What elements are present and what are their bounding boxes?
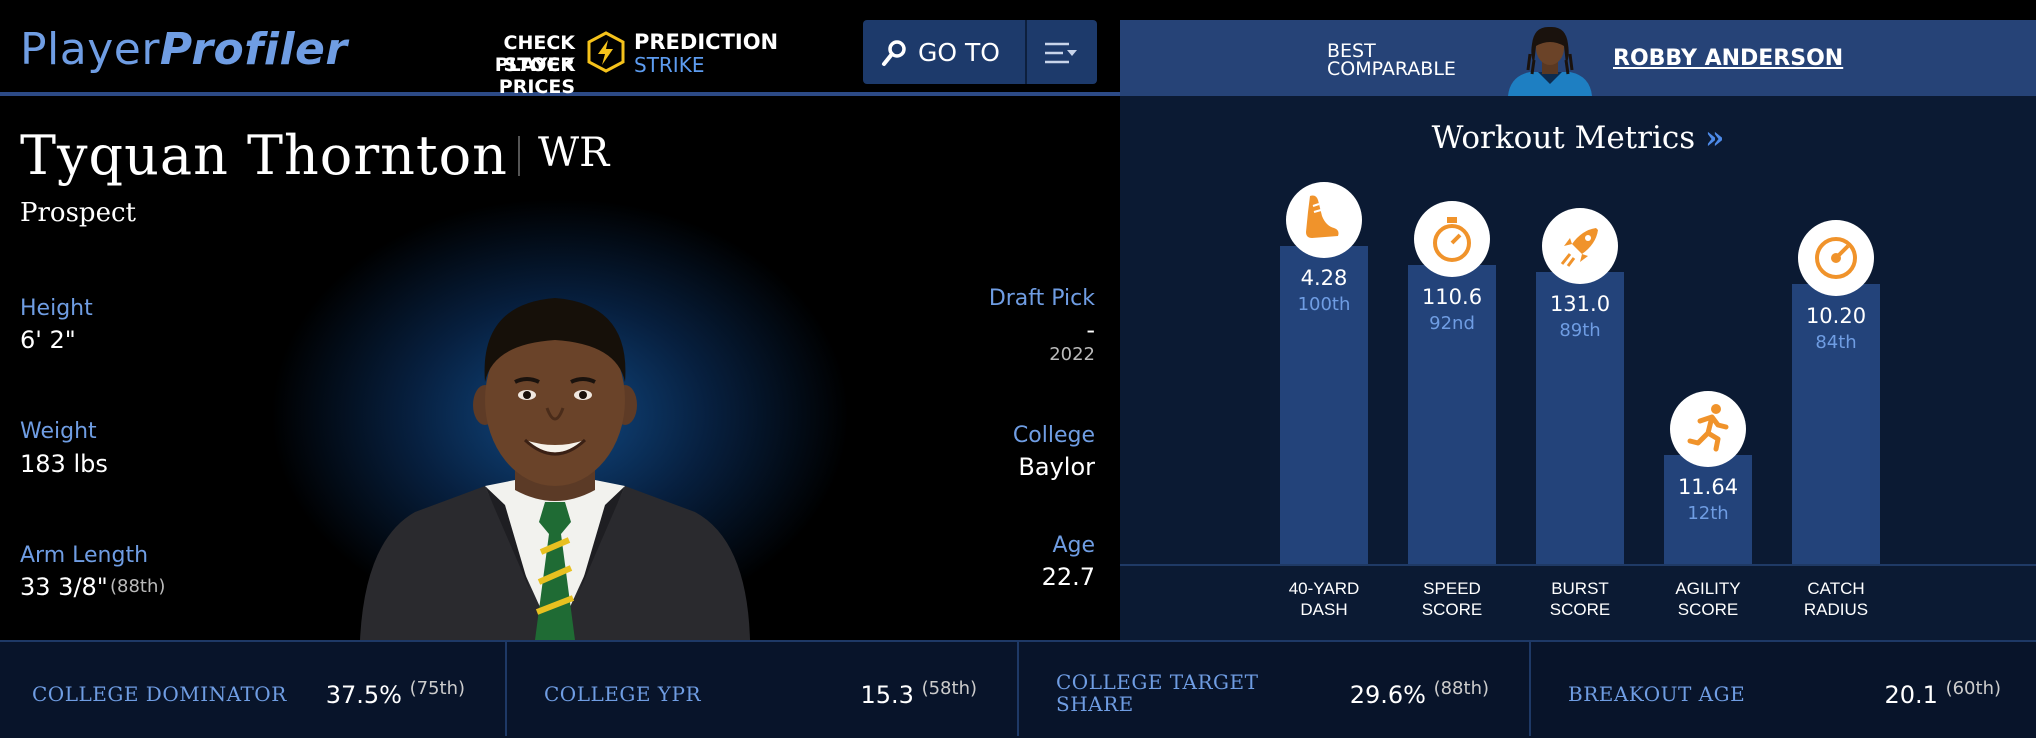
workout-category-label: 40-YARD DASH	[1259, 578, 1389, 620]
stats-divider	[1017, 642, 1019, 736]
stat-percentile: (75th)	[409, 678, 465, 699]
workout-bar[interactable]	[1792, 284, 1880, 564]
rocket-icon	[1542, 208, 1618, 285]
weight-value: 183 lbs	[20, 450, 108, 478]
player-status: Prospect	[20, 198, 136, 228]
height-value: 6' 2"	[20, 326, 76, 354]
stat-number: 37.5%	[325, 681, 402, 709]
logo-part1: Player	[20, 24, 160, 75]
workout-value: 131.0	[1549, 292, 1611, 317]
workout-category-label: CATCH RADIUS	[1771, 578, 1901, 620]
shoe-icon	[1286, 182, 1362, 258]
search-icon	[882, 40, 906, 66]
workout-category-line1: SPEED	[1423, 579, 1481, 598]
runner-icon	[1670, 391, 1746, 468]
arm-length-label: Arm Length	[20, 543, 149, 568]
workout-category-line1: CATCH	[1807, 579, 1865, 598]
workout-bar[interactable]	[1280, 246, 1368, 564]
workout-value: 10.20	[1805, 304, 1867, 329]
workout-value: 110.6	[1421, 285, 1483, 310]
stat-label-college-dominator: COLLEGE DOMINATOR	[32, 682, 287, 706]
stat-value-college-target-share: 29.6% (88th)	[1339, 678, 1489, 709]
stat-label-breakout-age: BREAKOUT AGE	[1568, 682, 1746, 706]
target-icon	[1798, 220, 1874, 297]
workout-percentile: 89th	[1559, 320, 1601, 342]
menu-dropdown-icon	[1045, 42, 1077, 64]
workout-metrics-title-text: Workout Metrics	[1431, 120, 1696, 156]
stat-label-college-ypr: COLLEGE YPR	[544, 682, 702, 706]
stat-value-college-ypr: 15.3 (58th)	[827, 678, 978, 709]
stats-divider	[1529, 642, 1531, 736]
chart-baseline	[1120, 564, 2036, 566]
stat-label-college-target-share-line2: SHARE	[1056, 692, 1134, 716]
stat-label-college-target-share-line1: COLLEGE TARGET	[1056, 670, 1259, 694]
header-divider	[0, 92, 1120, 96]
comparable-label-line1: BEST	[1327, 40, 1376, 62]
workout-percentile: 100th	[1297, 294, 1351, 315]
workout-percentile: 12th	[1687, 503, 1729, 525]
stat-value-breakout-age: 20.1 (60th)	[1851, 678, 2002, 709]
arm-length-value: 33 3/8"	[20, 573, 108, 601]
arm-length-percentile: (88th)	[110, 576, 166, 597]
workout-bar[interactable]	[1664, 455, 1752, 564]
player-name: Tyquan Thornton	[20, 124, 508, 187]
weight-label: Weight	[20, 419, 97, 444]
stat-number: 20.1	[1884, 681, 1938, 709]
workout-bars: 4.28 100th 40-YARD DASH 110.6 92nd SPEED SCORE 1…	[1259, 182, 1901, 620]
stopwatch-icon	[1414, 201, 1490, 278]
workout-bar[interactable]	[1408, 265, 1496, 564]
comparable-player-link[interactable]: ROBBY ANDERSON	[1613, 46, 1844, 71]
player-position: WR	[538, 130, 610, 176]
workout-percentile: 84th	[1815, 332, 1857, 354]
draft-pick-label: Draft Pick	[988, 286, 1095, 311]
comparable-label-line2: COMPARABLE	[1327, 58, 1456, 80]
name-divider	[518, 136, 520, 176]
promo-brand-line2[interactable]: STRIKE	[634, 53, 705, 77]
promo-text-line1[interactable]: CHECK PLAYER	[494, 32, 575, 76]
lightning-bolt-icon[interactable]	[586, 31, 626, 73]
stat-value-college-dominator: 37.5% (75th)	[315, 678, 465, 709]
promo-text-line2[interactable]: STOCK PRICES	[498, 54, 575, 98]
workout-category-line1: 40-YARD	[1288, 579, 1360, 598]
workout-category-label: AGILITY SCORE	[1643, 578, 1773, 620]
height-label: Height	[20, 296, 93, 321]
comparable-avatar	[1508, 26, 1592, 96]
workout-bar[interactable]	[1536, 272, 1624, 564]
workout-metrics-title[interactable]: Workout Metrics »	[1120, 120, 2036, 156]
workout-value: 11.64	[1677, 475, 1739, 500]
site-logo[interactable]: PlayerProfiler	[20, 24, 348, 75]
double-chevron-right-icon: »	[1705, 120, 1725, 156]
workout-percentile: 92nd	[1429, 313, 1475, 335]
stat-percentile: (88th)	[1433, 678, 1489, 699]
college-value[interactable]: Baylor	[1018, 453, 1095, 481]
player-photo	[360, 298, 750, 640]
workout-category-line2: DASH	[1300, 600, 1348, 619]
workout-category-line2: SCORE	[1677, 600, 1739, 619]
stat-number: 15.3	[860, 681, 914, 709]
age-value: 22.7	[1041, 563, 1095, 591]
workout-category-line2: SCORE	[1549, 600, 1611, 619]
draft-pick-value: -	[1086, 316, 1095, 344]
stat-percentile: (60th)	[1945, 678, 2001, 699]
college-label: College	[1012, 423, 1095, 448]
logo-part2: Profiler	[159, 24, 348, 75]
stat-percentile: (58th)	[921, 678, 977, 699]
workout-category-line1: AGILITY	[1675, 579, 1741, 598]
workout-category-label: SPEED SCORE	[1387, 578, 1517, 620]
workout-category-line2: RADIUS	[1803, 600, 1869, 619]
goto-label: GO TO	[918, 38, 1000, 67]
workout-category-line2: SCORE	[1421, 600, 1483, 619]
stats-divider	[505, 642, 507, 736]
workout-category-line1: BURST	[1551, 579, 1609, 598]
promo-brand-line1[interactable]: PREDICTION	[634, 30, 779, 54]
workout-value: 4.28	[1300, 266, 1348, 290]
stat-number: 29.6%	[1349, 681, 1426, 709]
workout-category-label: BURST SCORE	[1515, 578, 1645, 620]
draft-year: 2022	[1049, 344, 1095, 365]
age-label: Age	[1052, 533, 1095, 558]
